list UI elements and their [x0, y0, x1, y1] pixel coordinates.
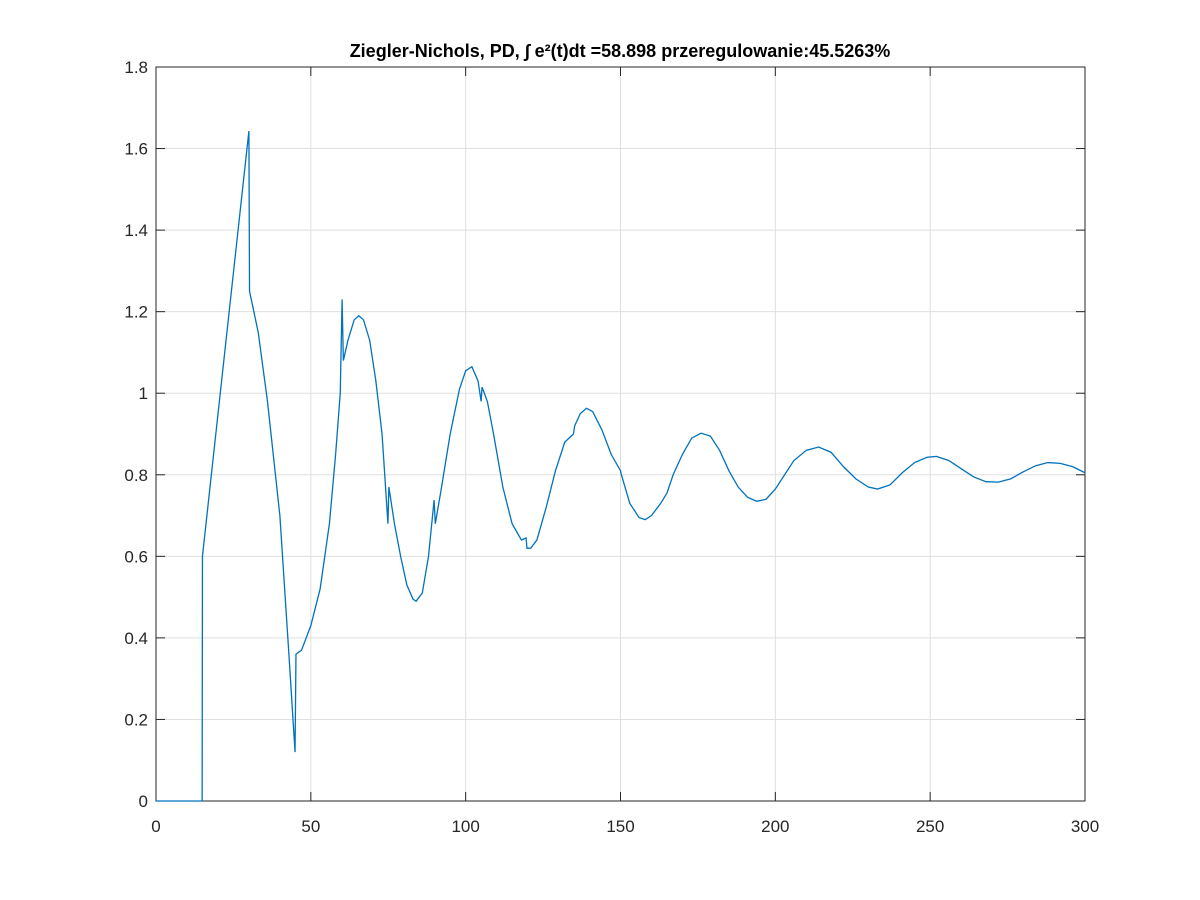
- y-tick-label: 0.2: [124, 710, 148, 729]
- y-tick-label: 1.6: [124, 140, 148, 159]
- y-tick-label: 0.4: [124, 629, 148, 648]
- y-tick-label: 0: [139, 792, 148, 811]
- data-line: [156, 130, 1086, 802]
- x-tick-label: 150: [606, 817, 634, 836]
- y-tick-label: 0.8: [124, 466, 148, 485]
- x-tick-label: 50: [301, 817, 320, 836]
- y-tick-label: 0.6: [124, 547, 148, 566]
- axes-box: [155, 66, 1086, 802]
- x-tick-label: 0: [151, 817, 160, 836]
- x-tick-label: 200: [761, 817, 789, 836]
- x-tick-label: 100: [451, 817, 479, 836]
- x-tick-label: 300: [1071, 817, 1099, 836]
- x-tick-label: 250: [916, 817, 944, 836]
- y-tick-label: 1.2: [124, 303, 148, 322]
- chart-title: Ziegler-Nichols, PD, ∫ e²(t)dt =58.898 p…: [350, 41, 891, 61]
- y-tick-label: 1: [139, 384, 148, 403]
- y-tick-label: 1.8: [124, 58, 148, 77]
- y-tick-label: 1.4: [124, 221, 148, 240]
